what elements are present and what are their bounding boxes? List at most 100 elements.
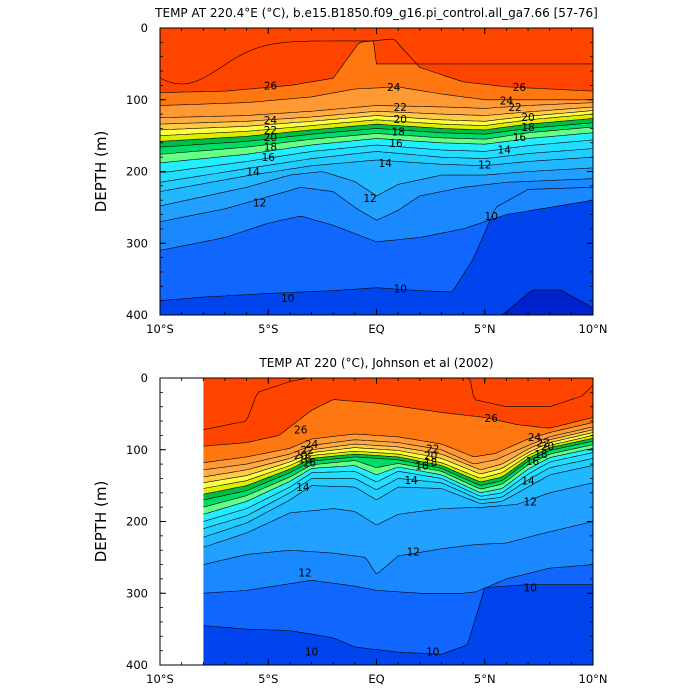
contour-label: 26 bbox=[513, 82, 527, 94]
contour-label: 14 bbox=[246, 167, 260, 179]
isotherm-13 bbox=[160, 167, 593, 207]
temp-band-10 bbox=[160, 187, 593, 315]
isotherm-26 bbox=[160, 38, 593, 93]
isotherm-15 bbox=[203, 458, 593, 529]
contour-label: 14 bbox=[498, 144, 512, 156]
contour-label: 10 bbox=[281, 293, 294, 305]
y-tick-label: 400 bbox=[126, 308, 148, 322]
isotherm-12 bbox=[160, 178, 593, 222]
contour-label: 10 bbox=[485, 211, 498, 223]
panel-1-title: TEMP AT 220.4°E (°C), b.e15.B1850.f09_g1… bbox=[154, 6, 598, 20]
temp-band-20 bbox=[203, 438, 593, 500]
contour-label: 22 bbox=[508, 102, 521, 114]
contour-label: 24 bbox=[264, 115, 278, 127]
y-tick-label: 300 bbox=[126, 236, 148, 250]
contour-label: 22 bbox=[426, 443, 439, 455]
temp-band-12 bbox=[203, 521, 593, 594]
contour-label: 14 bbox=[296, 482, 310, 494]
contour-label: 18 bbox=[391, 126, 404, 138]
temp-band-25 bbox=[160, 86, 593, 118]
x-tick-label: 5°S bbox=[258, 672, 278, 686]
y-tick-label: 200 bbox=[126, 165, 148, 179]
isotherm-21 bbox=[203, 435, 593, 489]
isotherm-9 bbox=[501, 289, 593, 315]
x-tick-label: 10°N bbox=[579, 672, 608, 686]
contour-label: 26 bbox=[485, 413, 499, 425]
temp-band-11 bbox=[203, 564, 593, 655]
contour-label: 18 bbox=[264, 141, 277, 153]
isotherm-20 bbox=[203, 438, 593, 495]
contour-label: 14 bbox=[521, 476, 535, 488]
temp-band-15 bbox=[160, 148, 593, 192]
temp-band-14 bbox=[160, 157, 593, 206]
contour-label: 16 bbox=[513, 132, 527, 144]
x-tick-label: 10°S bbox=[146, 322, 174, 336]
panel-2-contours: 2624222018161414161820222624222018161412… bbox=[203, 378, 593, 665]
contour-label: 16 bbox=[389, 138, 403, 150]
panel-1-ylabel: DEPTH (m) bbox=[92, 131, 110, 213]
contour-label: 20 bbox=[394, 114, 407, 126]
isotherm-25 bbox=[160, 86, 593, 106]
contour-label: 22 bbox=[301, 445, 314, 457]
contour-label: 10 bbox=[426, 646, 439, 658]
contour-label: 18 bbox=[534, 449, 547, 461]
temp-band-26 bbox=[160, 39, 593, 106]
isotherm-11 bbox=[203, 564, 593, 594]
y-tick-label: 100 bbox=[126, 443, 148, 457]
isotherm-16 bbox=[203, 452, 593, 522]
isotherm-25 bbox=[203, 422, 593, 463]
isotherm-24 bbox=[160, 102, 593, 118]
temp-band-24 bbox=[203, 426, 593, 477]
isotherm-14 bbox=[203, 465, 593, 538]
y-tick-label: 200 bbox=[126, 515, 148, 529]
contour-label: 16 bbox=[415, 461, 429, 473]
contour-label: 10 bbox=[524, 583, 537, 595]
temp-band-27 bbox=[203, 378, 593, 430]
contour-label: 12 bbox=[363, 193, 376, 205]
x-tick-label: EQ bbox=[368, 322, 384, 336]
isotherm-19 bbox=[203, 440, 593, 501]
temp-band-16 bbox=[160, 139, 593, 183]
contour-label: 14 bbox=[378, 158, 392, 170]
isotherm-27 bbox=[203, 378, 593, 430]
y-tick-label: 0 bbox=[141, 21, 148, 35]
contour-label: 20 bbox=[424, 450, 437, 462]
contour-label: 12 bbox=[407, 547, 420, 559]
contour-label: 24 bbox=[500, 95, 514, 107]
x-tick-label: EQ bbox=[368, 672, 384, 686]
isotherm-23 bbox=[160, 106, 593, 125]
x-tick-label: 5°N bbox=[474, 322, 496, 336]
temp-band-27 bbox=[203, 378, 593, 447]
isotherm-11 bbox=[160, 199, 593, 251]
contour-label: 22 bbox=[264, 125, 277, 137]
isotherm-19 bbox=[160, 122, 593, 148]
isotherm-13 bbox=[203, 482, 593, 548]
panel-2-title: TEMP AT 220 (°C), Johnson et al (2002) bbox=[258, 356, 493, 370]
contour-label: 18 bbox=[424, 457, 437, 469]
temp-band-14 bbox=[203, 465, 593, 548]
no-data-region bbox=[160, 378, 204, 665]
contour-label: 22 bbox=[394, 102, 407, 114]
temp-band-23 bbox=[203, 429, 593, 483]
contour-label: 18 bbox=[521, 122, 534, 134]
temp-band-10 bbox=[203, 584, 593, 665]
temp-band-24 bbox=[160, 102, 593, 125]
temp-band-27 bbox=[160, 28, 593, 84]
contour-label: 10 bbox=[305, 646, 318, 658]
isotherm-10 bbox=[160, 187, 593, 301]
temp-band-25 bbox=[203, 422, 593, 470]
contour-label: 20 bbox=[264, 132, 277, 144]
panel-2-ylabel: DEPTH (m) bbox=[92, 481, 110, 563]
contour-label: 16 bbox=[262, 152, 276, 164]
contour-label: 20 bbox=[521, 112, 534, 124]
temp-band-18 bbox=[160, 127, 593, 163]
isotherm-26 bbox=[203, 399, 593, 447]
temp-band-15 bbox=[203, 458, 593, 538]
contour-label: 12 bbox=[524, 496, 537, 508]
temp-band-11 bbox=[160, 187, 593, 301]
isotherm-22 bbox=[203, 432, 593, 484]
isotherm-16 bbox=[160, 139, 593, 174]
isotherm-15 bbox=[160, 148, 593, 183]
x-tick-label: 5°S bbox=[258, 322, 278, 336]
